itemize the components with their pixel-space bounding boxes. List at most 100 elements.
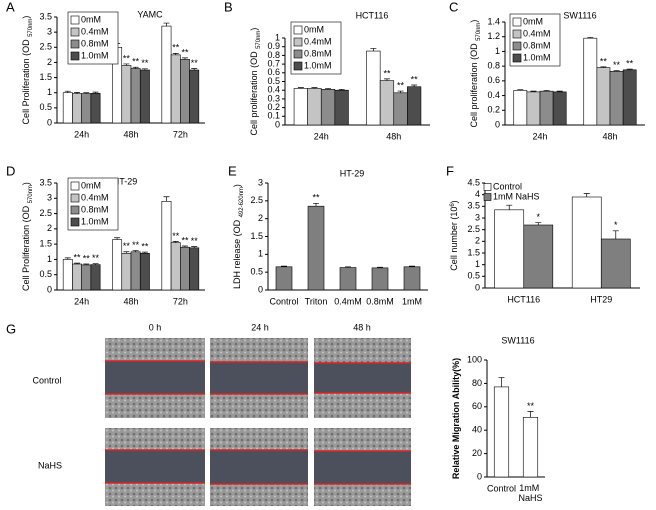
y-axis-label-part: Cell proliferation (OD	[249, 49, 259, 136]
legend-label: 1.0mM	[81, 216, 109, 226]
legend-label: Control	[493, 181, 522, 191]
bar	[307, 88, 322, 126]
x-tick-label: Triton	[305, 296, 328, 306]
error-bar	[123, 251, 130, 254]
error-bar	[587, 37, 594, 39]
legend-label: 0.4mM	[304, 36, 332, 46]
column-label: 24 h	[251, 322, 269, 332]
significance-label: **	[626, 58, 634, 68]
error-bar	[498, 377, 505, 387]
bar	[121, 65, 132, 124]
legend-swatch	[70, 51, 80, 61]
bar	[600, 238, 631, 289]
y-axis-label-part: Relative Migration Ability(%)	[451, 358, 461, 479]
bar	[170, 242, 181, 291]
error-bar	[411, 84, 418, 87]
significance-label: **	[312, 193, 320, 203]
significance-label: **	[123, 241, 131, 251]
y-tick-label: 60	[472, 401, 482, 411]
chart-title: HCT116	[356, 10, 389, 20]
significance-label: **	[74, 252, 82, 262]
legend-swatch	[70, 181, 80, 191]
y-axis-label: LDH release (OD 492-620nm)	[232, 184, 244, 289]
error-bar	[74, 92, 81, 94]
y-tick-label: 1	[475, 259, 480, 269]
bar	[407, 86, 422, 126]
y-axis-label-part: Cell proliferation (OD	[469, 41, 479, 128]
bar	[320, 89, 336, 126]
y-tick-label: 3.5	[39, 177, 52, 187]
y-tick-label: 0.6	[267, 67, 280, 77]
error-bar	[92, 263, 99, 265]
bar	[622, 69, 637, 126]
y-axis-label: Relative Migration Ability(%)	[451, 358, 461, 479]
significance-label: **	[141, 58, 149, 68]
error-bar	[397, 90, 404, 93]
x-tick-label: 0.4mM	[334, 296, 362, 306]
panel-letter: B	[224, 0, 233, 14]
y-tick-label: 1.5	[39, 239, 52, 249]
bar	[90, 93, 101, 124]
bar	[170, 54, 181, 124]
bar	[393, 92, 408, 126]
y-tick-label: 3.5	[467, 201, 480, 211]
error-bar	[64, 257, 71, 260]
legend-swatch	[70, 39, 80, 49]
error-bar	[191, 68, 198, 70]
bar	[275, 266, 293, 291]
column-label: 0 h	[149, 322, 162, 332]
x-tick-label: 48h	[123, 296, 138, 306]
bar	[523, 224, 554, 289]
legend-swatch	[293, 37, 303, 47]
legend-swatch	[512, 53, 522, 63]
row-label: NaHS	[38, 460, 62, 470]
legend-swatch	[512, 29, 522, 39]
bar	[161, 25, 172, 124]
y-tick-label: 0.5	[467, 271, 480, 281]
bar	[62, 92, 73, 124]
panel-letter: G	[6, 321, 16, 336]
micrographs	[105, 338, 411, 506]
y-tick-label: 0.5	[267, 76, 280, 86]
y-axis-label-part: )	[469, 20, 479, 23]
significance-label: **	[132, 57, 140, 67]
bar	[609, 70, 624, 126]
bar	[522, 417, 539, 478]
bar	[493, 386, 510, 478]
error-bar	[583, 193, 590, 197]
bar	[494, 209, 525, 289]
y-axis-label-part: 570nm	[476, 23, 482, 41]
significance-label: **	[172, 231, 180, 241]
legend-swatch	[70, 27, 80, 37]
legend-label: 0mM	[523, 16, 543, 26]
x-tick-label: Control	[487, 483, 516, 493]
y-tick-label: 2	[47, 223, 52, 233]
error-bar	[297, 87, 304, 89]
bar	[293, 88, 308, 126]
error-bar	[172, 241, 179, 243]
y-axis-label: Cell proliferation (OD 570nm)	[249, 28, 261, 136]
panel-letter: E	[228, 163, 237, 178]
error-bar	[530, 90, 537, 92]
legend-label: 1mM NaHS	[493, 191, 540, 201]
y-tick-label: 0	[258, 284, 263, 294]
y-tick-label: 40	[472, 425, 482, 435]
error-bar	[506, 204, 513, 210]
y-tick-label: 0	[47, 117, 52, 127]
bar	[339, 267, 357, 291]
legend-label: 0.8mM	[304, 48, 332, 58]
x-tick-label: 48h	[602, 131, 617, 141]
legend-swatch	[512, 41, 522, 51]
y-tick-label: 1	[47, 254, 52, 264]
significance-label: **	[83, 253, 91, 263]
y-tick-label: 80	[472, 378, 482, 388]
bar	[161, 201, 172, 291]
y-axis-label: Cell number (106)	[449, 200, 459, 270]
bar	[189, 247, 200, 291]
y-tick-label: 0.2	[487, 105, 500, 115]
error-bar	[92, 91, 99, 94]
y-axis-label-part: 570nm	[256, 31, 262, 49]
y-tick-label: 0.2	[267, 102, 280, 112]
legend-swatch	[512, 17, 522, 27]
